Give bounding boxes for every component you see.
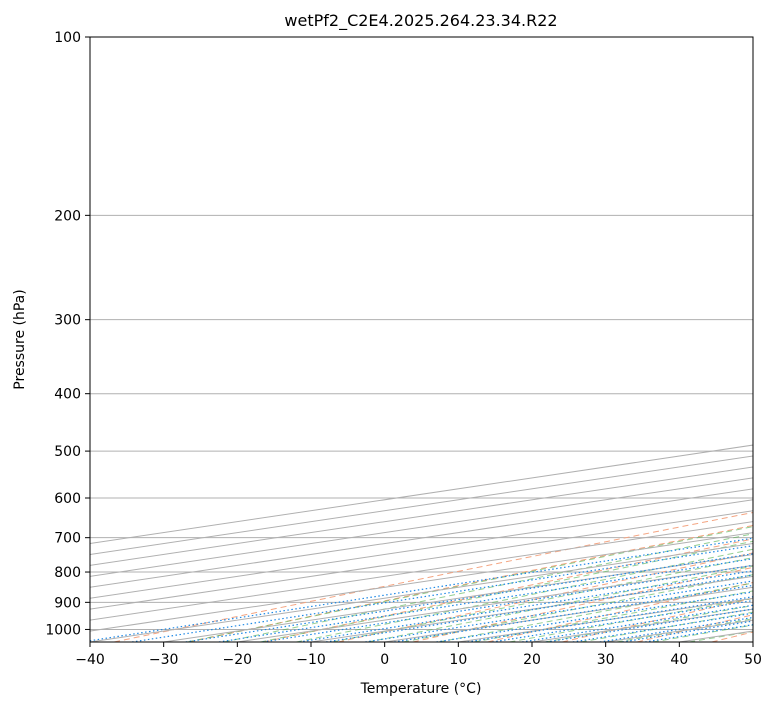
isotherm-line [90,488,753,588]
plot-area [90,37,753,642]
isotherm-line [90,455,753,555]
axes: −40 −30 −20 −10 0 10 20 30 40 50 100 200 300 400 500 60… [45,30,762,668]
isotherm-line [90,521,753,621]
mixing-ratio-line [262,564,753,642]
isotherm-line [90,466,753,566]
moist-adiabat [223,533,753,642]
y-tick-label: 1000 [45,622,81,638]
isotherm-line [90,532,753,632]
moist-adiabat [367,565,753,642]
isotherm-line [90,444,753,545]
x-tick-label: 10 [449,652,467,668]
y-tick-label: 300 [54,313,81,329]
x-tick-label: 30 [597,652,615,668]
isotherm-line [752,641,753,642]
mixing-ratio-line [185,553,753,642]
dry-adiabat [487,581,753,642]
mixing-ratio-line [599,616,753,642]
x-tick-label: 0 [380,652,389,668]
mixing-ratio-line [572,612,753,642]
moist-adiabat [331,557,753,642]
mixing-ratio-line [131,545,753,642]
y-tick-label: 400 [54,387,81,403]
mixing-ratio-line [522,604,753,642]
chart-title: wetPf2_C2E4.2025.264.23.34.R22 [284,11,557,31]
isotherm-line [90,477,753,577]
y-tick-label: 500 [54,444,81,460]
x-tick-label: −40 [75,652,105,668]
x-tick-label: 50 [744,652,762,668]
y-tick-label: 700 [54,531,81,547]
moist-adiabat [403,574,753,642]
plot-frame [89,36,754,643]
moist-adiabat [473,590,753,642]
x-tick-label: 20 [523,652,541,668]
isotherm-line [90,499,753,599]
mixing-ratio-line [546,608,753,642]
x-tick-label: 40 [670,652,688,668]
x-axis-label: Temperature (°C) [360,681,482,697]
x-tick-label: −30 [149,652,179,668]
isotherm-line [90,510,753,610]
y-tick-label: 800 [54,565,81,581]
mixing-ratio-line [218,558,753,642]
dry-adiabat [412,566,753,642]
y-tick-label: 900 [54,595,81,611]
y-axis-label: Pressure (hPa) [12,289,28,389]
y-tick-label: 200 [54,208,81,224]
dry-adiabat [263,538,753,642]
moist-adiabat [260,540,753,642]
plot-layer [90,37,753,642]
x-tick-label: −20 [223,652,253,668]
x-tick-label: −10 [296,652,326,668]
y-tick-label: 600 [54,491,81,507]
dry-adiabat [188,524,753,642]
y-tick-label: 100 [54,30,81,46]
